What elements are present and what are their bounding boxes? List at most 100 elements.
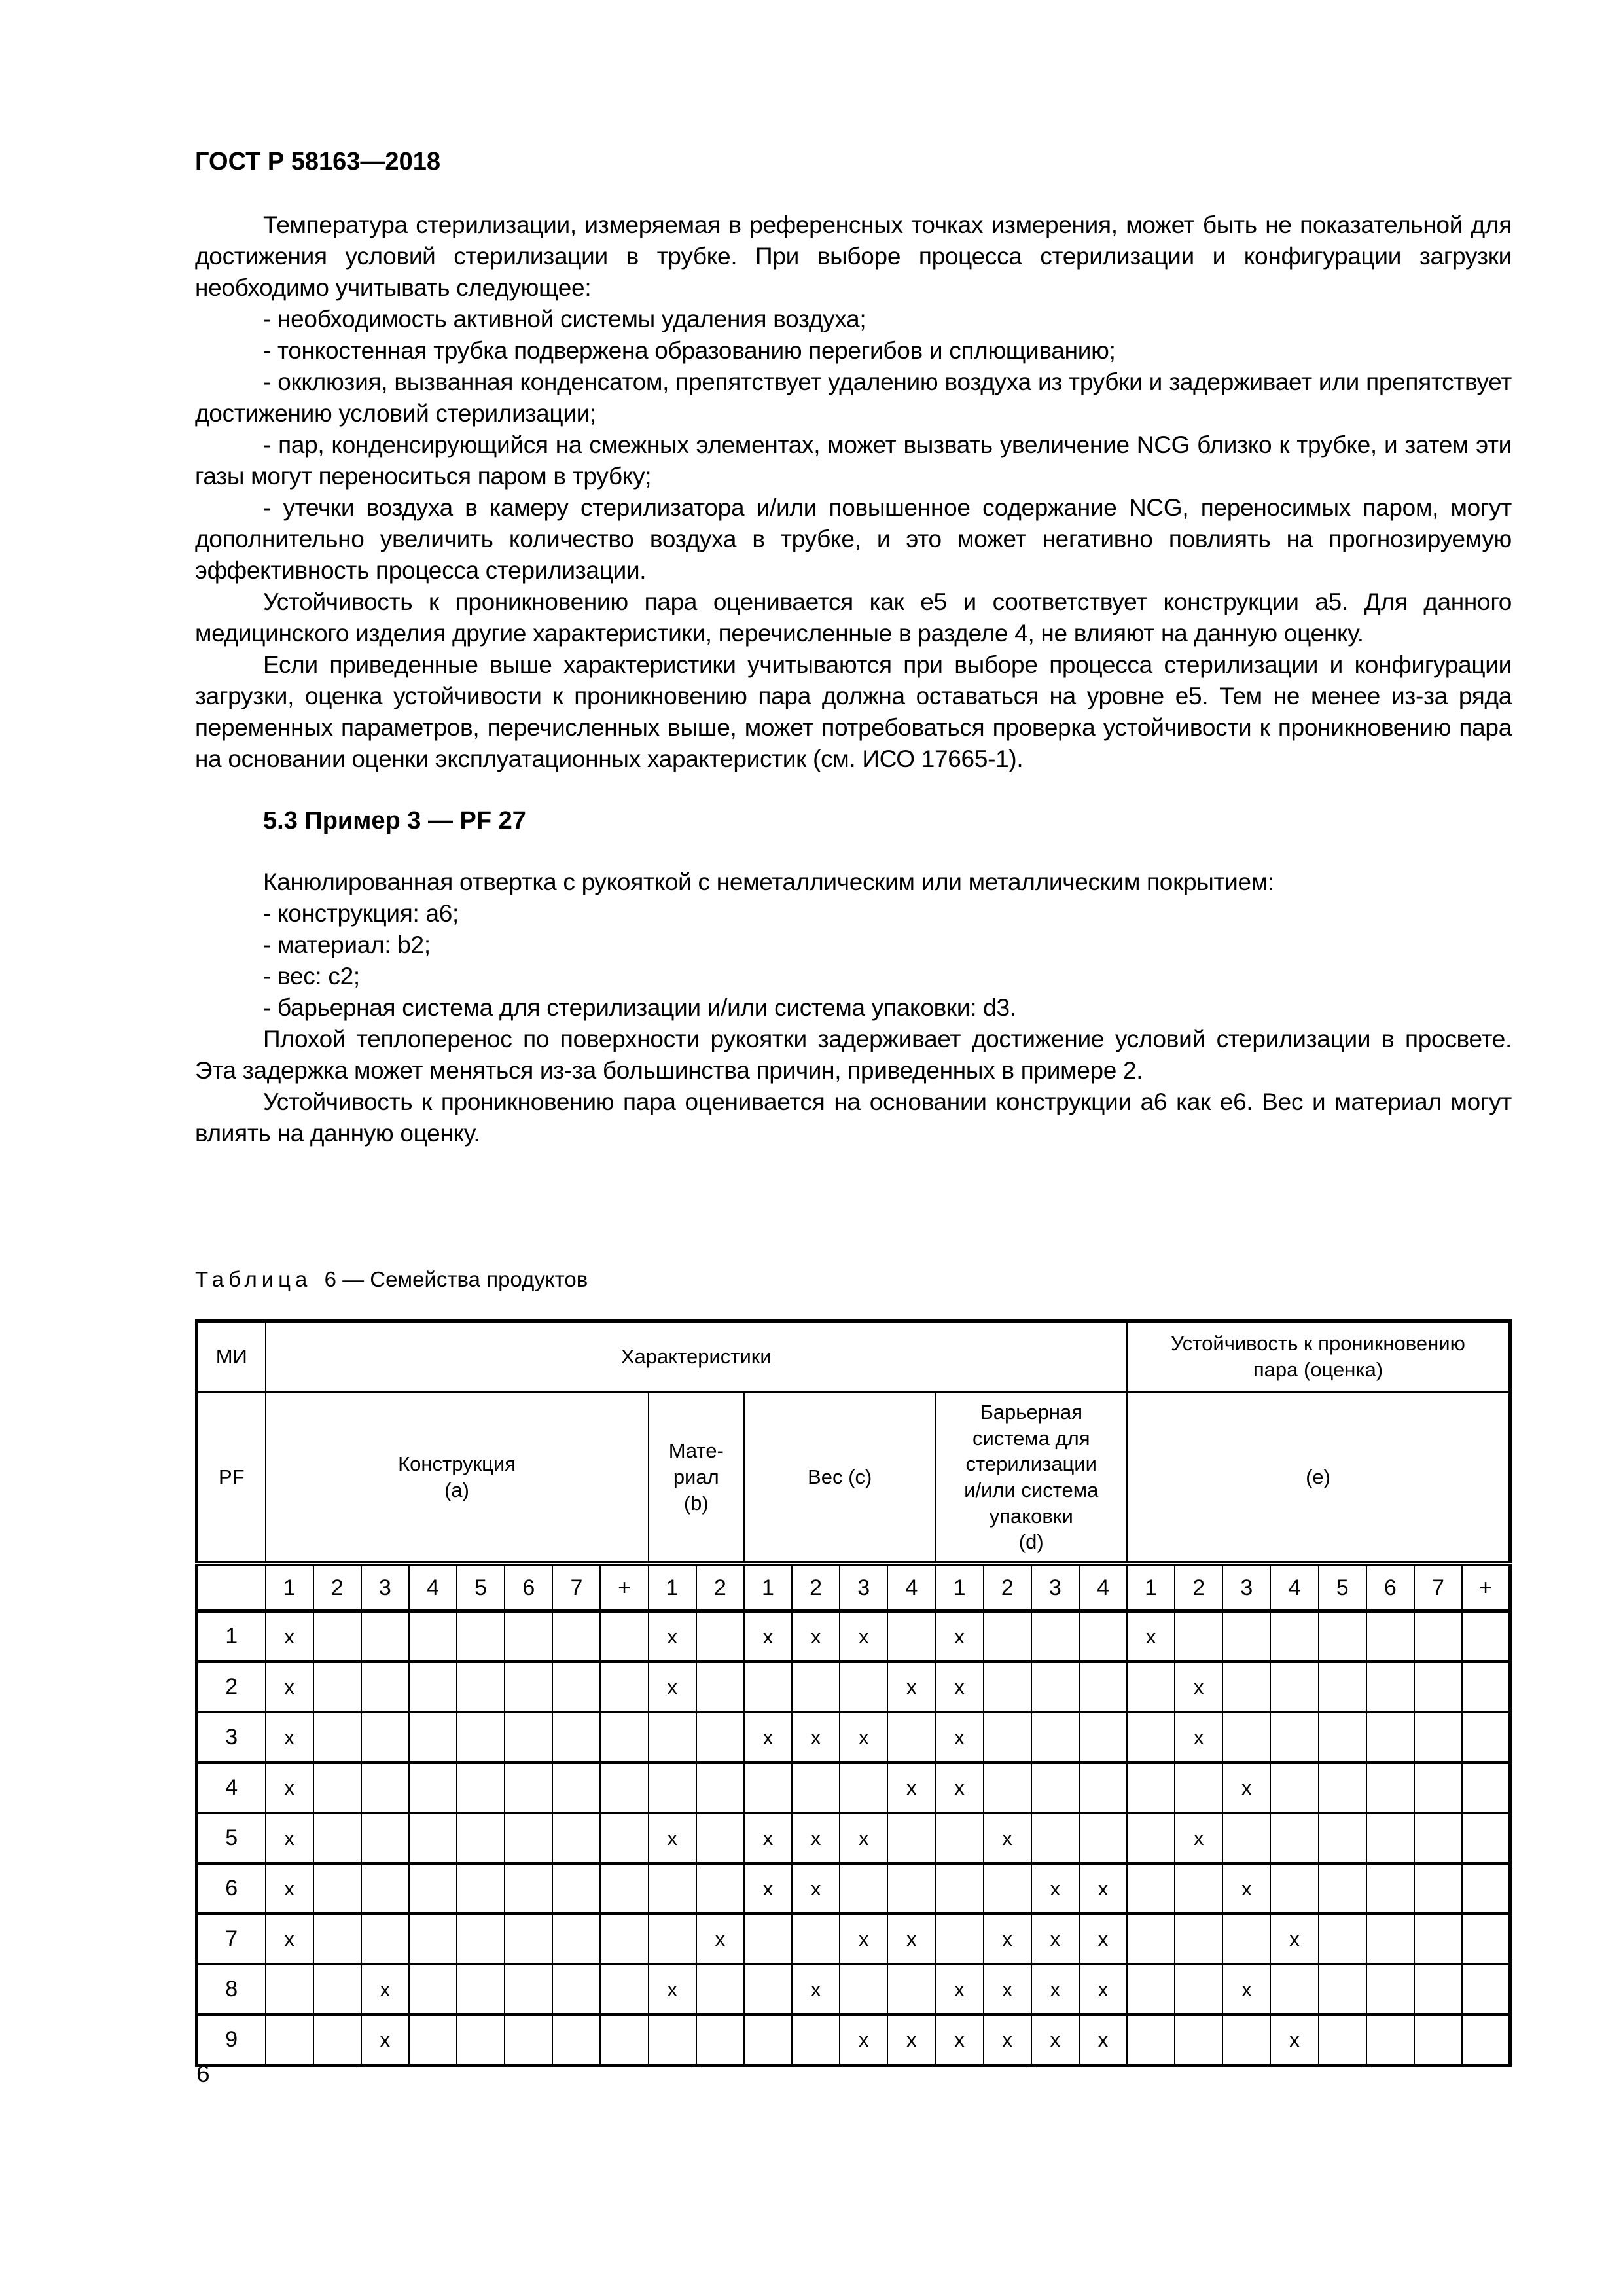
empty-cell xyxy=(552,1812,601,1865)
empty-cell xyxy=(647,1712,697,1764)
subcolumn-number: 5 xyxy=(1317,1563,1367,1613)
mark-cell: x xyxy=(935,2014,984,2067)
empty-cell xyxy=(1174,2014,1224,2067)
empty-cell xyxy=(1222,2014,1272,2067)
subheader-corner-cell xyxy=(196,1563,266,1613)
empty-cell xyxy=(1078,1610,1128,1663)
table-header-row-1: МИ Характеристики Устойчивость к проникн… xyxy=(196,1320,1511,1393)
mark-cell: x xyxy=(1270,1913,1319,1965)
mark-cell: x xyxy=(839,1712,889,1764)
empty-cell xyxy=(887,1812,936,1865)
empty-cell xyxy=(1365,1661,1415,1713)
empty-cell xyxy=(1078,1661,1128,1713)
row-label: 3 xyxy=(196,1712,266,1764)
empty-cell xyxy=(360,1812,410,1865)
empty-cell xyxy=(1270,1863,1319,1915)
empty-cell xyxy=(1461,1610,1511,1663)
empty-cell xyxy=(1126,1712,1176,1764)
mark-cell: x xyxy=(1078,1863,1128,1915)
empty-cell xyxy=(1030,1812,1080,1865)
mark-cell: x xyxy=(360,1964,410,2016)
subcolumn-number: 2 xyxy=(982,1563,1032,1613)
empty-cell xyxy=(1317,1913,1367,1965)
empty-cell xyxy=(408,1863,458,1915)
empty-cell xyxy=(504,1964,554,2016)
table-caption: Таблица 6 — Семейства продуктов xyxy=(195,1267,1512,1292)
empty-cell xyxy=(312,1610,362,1663)
empty-cell xyxy=(1413,1762,1463,1814)
empty-cell xyxy=(408,1610,458,1663)
empty-cell xyxy=(599,1712,649,1764)
subcolumn-number: 4 xyxy=(1270,1563,1319,1613)
empty-cell xyxy=(1030,1610,1080,1663)
empty-cell xyxy=(695,1661,745,1713)
empty-cell xyxy=(552,1712,601,1764)
empty-cell xyxy=(1365,1964,1415,2016)
empty-cell xyxy=(1365,2014,1415,2067)
empty-cell xyxy=(791,1762,841,1814)
col-group-evaluation: (e) xyxy=(1126,1391,1511,1566)
empty-cell xyxy=(1413,2014,1463,2067)
col-group-weight: Вес (c) xyxy=(743,1391,936,1566)
empty-cell xyxy=(599,1762,649,1814)
mark-cell: x xyxy=(1174,1661,1224,1713)
cell-resistance-header: Устойчивость к проникновению пара (оценк… xyxy=(1126,1320,1511,1393)
page-number: 6 xyxy=(196,2060,210,2087)
empty-cell xyxy=(360,1863,410,1915)
empty-cell xyxy=(839,1863,889,1915)
empty-cell xyxy=(887,1610,936,1663)
empty-cell xyxy=(887,1964,936,2016)
subcolumn-number: 6 xyxy=(504,1563,554,1613)
empty-cell xyxy=(312,1964,362,2016)
empty-cell xyxy=(982,1762,1032,1814)
empty-cell xyxy=(982,1712,1032,1764)
empty-cell xyxy=(552,1610,601,1663)
empty-cell xyxy=(1413,1863,1463,1915)
mark-cell: x xyxy=(1030,2014,1080,2067)
mark-cell: x xyxy=(791,1964,841,2016)
empty-cell xyxy=(695,1812,745,1865)
empty-cell xyxy=(1174,1913,1224,1965)
col-group-barrier: Барьерная система для стерилизации и/или… xyxy=(935,1391,1128,1566)
empty-cell xyxy=(1222,1610,1272,1663)
subcolumn-number-row: 1 2 3 4 5 6 7 +1 2 1 2 3 4 1 2 3 4 1 2 3 4 5 6 7 + xyxy=(196,1563,1511,1613)
empty-cell xyxy=(504,1661,554,1713)
mark-cell: x xyxy=(743,1812,793,1865)
mark-cell: x xyxy=(935,1661,984,1713)
bullet-item: - материал: b2; xyxy=(263,931,431,958)
subcolumn-number: + xyxy=(599,1563,649,1613)
empty-cell xyxy=(456,1812,506,1865)
empty-cell xyxy=(312,1863,362,1915)
empty-cell xyxy=(839,1661,889,1713)
empty-cell xyxy=(695,1762,745,1814)
empty-cell xyxy=(552,1863,601,1915)
table-header-row-2: PF Конструкция (a) Мате- риал (b) Вес (c… xyxy=(196,1391,1511,1566)
empty-cell xyxy=(504,1610,554,1663)
mark-cell: x xyxy=(1030,1964,1080,2016)
empty-cell xyxy=(1413,1712,1463,1764)
empty-cell xyxy=(456,1712,506,1764)
mark-cell: x xyxy=(1270,2014,1319,2067)
bullet-item: - окклюзия, вызванная конденсатом, препя… xyxy=(195,368,1512,427)
empty-cell xyxy=(552,1964,601,2016)
empty-cell xyxy=(312,1913,362,1965)
empty-cell xyxy=(1174,1863,1224,1915)
subcolumn-number: 3 xyxy=(1030,1563,1080,1613)
empty-cell xyxy=(1365,1712,1415,1764)
empty-cell xyxy=(1078,1812,1128,1865)
empty-cell xyxy=(1317,1863,1367,1915)
empty-cell xyxy=(599,1964,649,2016)
empty-cell xyxy=(1126,1863,1176,1915)
empty-cell xyxy=(887,1712,936,1764)
empty-cell xyxy=(360,1712,410,1764)
empty-cell xyxy=(408,2014,458,2067)
empty-cell xyxy=(1317,2014,1367,2067)
empty-cell xyxy=(1365,1913,1415,1965)
mark-cell: x xyxy=(1078,1913,1128,1965)
row-label: 4 xyxy=(196,1762,266,1814)
empty-cell xyxy=(743,1762,793,1814)
mark-cell: x xyxy=(887,1913,936,1965)
bullet-item: - тонкостенная трубка подвержена образов… xyxy=(263,337,1116,364)
